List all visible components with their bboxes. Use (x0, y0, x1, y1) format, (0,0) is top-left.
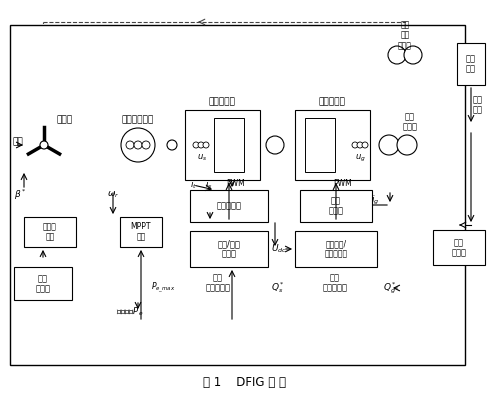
FancyBboxPatch shape (457, 43, 485, 85)
Text: 电能
并网
变压器: 电能 并网 变压器 (398, 20, 412, 50)
FancyBboxPatch shape (120, 217, 162, 247)
Text: 双馈感应电机: 双馈感应电机 (122, 116, 154, 124)
Text: 控制
能量: 控制 能量 (466, 54, 476, 74)
Text: 电磁功率$P_e$: 电磁功率$P_e$ (116, 306, 144, 318)
FancyBboxPatch shape (24, 217, 76, 247)
FancyBboxPatch shape (300, 190, 372, 222)
Text: $Q_s^*$: $Q_s^*$ (271, 280, 285, 296)
Circle shape (266, 136, 284, 154)
FancyBboxPatch shape (295, 231, 377, 267)
Text: 并网
控制器: 并网 控制器 (452, 238, 466, 258)
Circle shape (134, 141, 142, 149)
FancyBboxPatch shape (295, 110, 370, 180)
Text: 直流电压/
无功控制器: 直流电压/ 无功控制器 (325, 239, 348, 259)
Text: $\omega_r$: $\omega_r$ (107, 190, 119, 200)
Text: 网侧: 网侧 (330, 274, 340, 282)
Circle shape (167, 140, 177, 150)
Circle shape (203, 142, 209, 148)
Text: 换流器控制: 换流器控制 (323, 284, 348, 292)
Text: 网侧换流器: 网侧换流器 (319, 98, 346, 106)
Circle shape (362, 142, 368, 148)
Text: 风能: 风能 (12, 138, 23, 146)
Text: 转子换流器: 转子换流器 (209, 98, 236, 106)
Text: 并网
变压器: 并网 变压器 (403, 112, 417, 132)
Text: $i_g$: $i_g$ (371, 194, 379, 206)
Text: $P_{e\_max}$: $P_{e\_max}$ (151, 281, 175, 295)
Text: 机侧: 机侧 (213, 274, 223, 282)
Circle shape (198, 142, 204, 148)
Circle shape (404, 46, 422, 64)
FancyBboxPatch shape (190, 231, 268, 267)
Text: $U_{dc}$: $U_{dc}$ (271, 243, 287, 255)
FancyBboxPatch shape (10, 25, 465, 365)
Text: 图 1    DFIG 结 构: 图 1 DFIG 结 构 (203, 376, 287, 388)
Text: PWM: PWM (333, 180, 353, 188)
Text: 换流器控制: 换流器控制 (206, 284, 230, 292)
Text: PWM: PWM (227, 180, 246, 188)
Circle shape (126, 141, 134, 149)
Text: $u_g$: $u_g$ (355, 152, 366, 164)
Text: $u_s$: $u_s$ (197, 153, 207, 163)
FancyBboxPatch shape (185, 110, 260, 180)
Circle shape (397, 135, 417, 155)
Text: 有功/无功
控制器: 有功/无功 控制器 (218, 239, 241, 259)
FancyBboxPatch shape (190, 190, 268, 222)
FancyBboxPatch shape (14, 267, 72, 300)
Text: $i_s$: $i_s$ (205, 179, 213, 191)
Text: 电流控制器: 电流控制器 (217, 202, 242, 210)
Text: MPPT
控制: MPPT 控制 (131, 222, 151, 242)
Text: $\beta^*$: $\beta^*$ (14, 188, 27, 202)
Text: 桨距角
控制: 桨距角 控制 (43, 222, 57, 242)
Text: 电流
控制器: 电流 控制器 (328, 196, 344, 216)
Circle shape (352, 142, 358, 148)
Circle shape (193, 142, 199, 148)
Text: $i_t$: $i_t$ (190, 179, 197, 191)
Text: 风力机: 风力机 (57, 116, 73, 124)
FancyBboxPatch shape (433, 230, 485, 265)
Text: $Q_g^*$: $Q_g^*$ (383, 280, 397, 296)
Circle shape (357, 142, 363, 148)
FancyBboxPatch shape (305, 118, 335, 172)
Circle shape (40, 141, 48, 149)
Text: 调度
指令: 调度 指令 (473, 95, 483, 115)
FancyBboxPatch shape (214, 118, 244, 172)
Circle shape (379, 135, 399, 155)
Circle shape (142, 141, 150, 149)
Circle shape (388, 46, 406, 64)
Text: 风力
控制器: 风力 控制器 (35, 274, 51, 294)
Circle shape (121, 128, 155, 162)
